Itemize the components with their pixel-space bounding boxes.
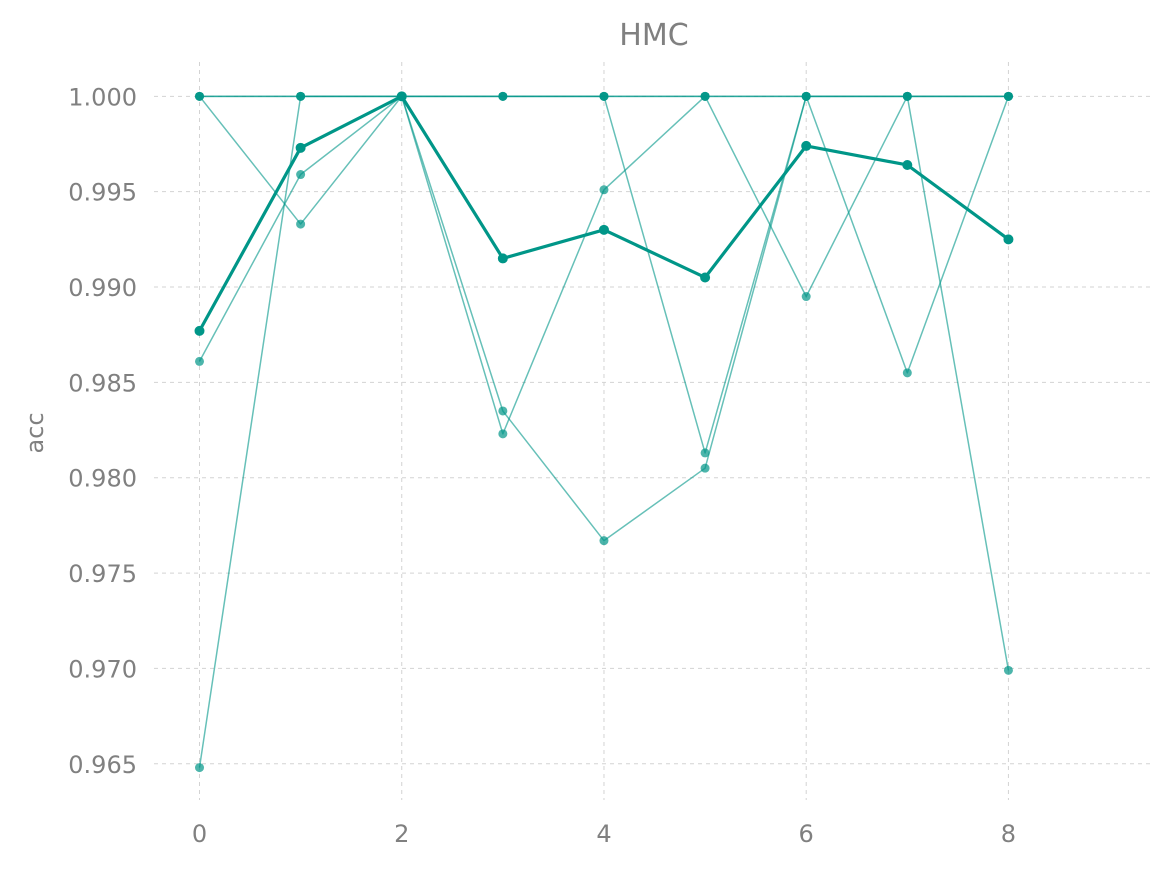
run-series-point	[1003, 91, 1013, 101]
mean-series-point	[1003, 234, 1014, 245]
y-tick-label: 0.995	[68, 179, 137, 207]
y-tick-label: 0.975	[68, 560, 137, 588]
y-tick-label: 0.965	[68, 751, 137, 779]
y-tick-label: 0.980	[68, 465, 137, 493]
x-tick-label: 6	[799, 820, 814, 848]
run-series-point	[599, 536, 609, 546]
run-series-point	[700, 91, 710, 101]
run-series-point	[1003, 665, 1013, 675]
run-series-point	[195, 356, 205, 366]
run-series-point	[902, 91, 912, 101]
run-series-point	[700, 463, 710, 473]
run-series-point	[700, 448, 710, 458]
run-series-point	[599, 91, 609, 101]
series-group	[194, 91, 1014, 773]
x-tick-label: 8	[1001, 820, 1016, 848]
run-series-point	[801, 292, 811, 302]
x-tick-label: 2	[394, 820, 409, 848]
run-series-point	[195, 763, 205, 773]
run-series-point	[296, 170, 306, 180]
mean-series-point	[902, 159, 913, 170]
run-series	[195, 91, 1013, 458]
run-series-point	[498, 406, 508, 416]
y-tick-label: 0.985	[68, 369, 137, 397]
run-series-point	[801, 91, 811, 101]
run-series	[195, 91, 1013, 439]
y-tick-label: 1.000	[68, 83, 137, 111]
y-axis-title: acc	[21, 412, 49, 453]
y-axis-ticks: 0.965 0.970 0.975 0.980 0.985 0.990 0.995 1.000	[68, 83, 137, 778]
run-series-point	[195, 91, 205, 101]
x-tick-label: 4	[596, 820, 611, 848]
y-tick-label: 0.990	[68, 274, 137, 302]
run-series-point	[498, 429, 508, 439]
run-series-point	[902, 368, 912, 378]
mean-series-point	[396, 91, 407, 102]
mean-series-point	[497, 253, 508, 264]
x-tick-label: 0	[192, 820, 207, 848]
run-series-point	[599, 185, 609, 195]
x-axis-ticks: 0 2 4 6 8	[192, 820, 1016, 848]
y-tick-label: 0.970	[68, 655, 137, 683]
chart-title: HMC	[619, 18, 688, 53]
run-series-point	[296, 219, 306, 229]
mean-series-point	[700, 272, 711, 283]
mean-series	[194, 91, 1014, 336]
mean-series-point	[598, 224, 609, 235]
mean-series-point	[194, 325, 205, 336]
run-series-point	[296, 91, 306, 101]
mean-series-point	[801, 140, 812, 151]
mean-series-point	[295, 142, 306, 153]
run-series-point	[498, 91, 508, 101]
